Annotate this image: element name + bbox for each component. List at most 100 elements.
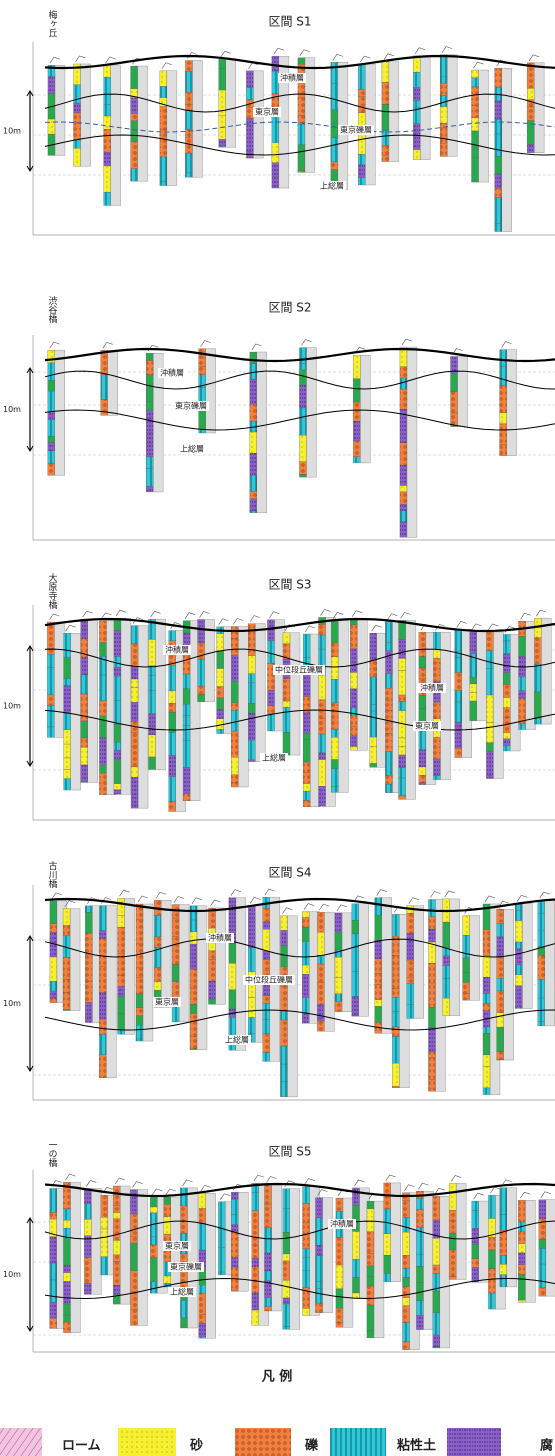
borehole-log — [477, 632, 487, 721]
borehole-segment — [81, 658, 88, 675]
borehole-segment — [433, 1265, 440, 1273]
borehole-segment — [64, 658, 71, 679]
borehole-segment — [495, 198, 502, 224]
borehole-segment — [416, 1210, 423, 1228]
borehole-segment — [500, 367, 507, 386]
borehole-segment — [146, 444, 153, 457]
borehole-log — [137, 1190, 147, 1326]
borehole-segment — [382, 82, 389, 104]
borehole-segment — [403, 1217, 410, 1232]
swatch-clay — [330, 1428, 386, 1456]
borehole-segment — [250, 511, 257, 513]
borehole-segment — [440, 123, 447, 143]
borehole-segment — [169, 777, 176, 802]
borehole-segment — [183, 716, 190, 726]
borehole-segment — [336, 1198, 343, 1211]
borehole-segment — [185, 172, 192, 177]
borehole-segment — [443, 966, 450, 978]
borehole-marker — [233, 619, 243, 625]
cross-sections: 区間 S1梅ヶ丘10m沖積層東京層東京礫層上総層区間 S2渋谷橋10m沖積層東京… — [0, 0, 555, 1456]
borehole-segment — [150, 1207, 157, 1213]
borehole-segment — [47, 695, 54, 706]
borehole-segment — [150, 1197, 157, 1207]
borehole-segment — [180, 1300, 187, 1317]
borehole-segment — [190, 969, 197, 988]
borehole-segment — [185, 129, 192, 137]
borehole-segment — [503, 673, 510, 685]
borehole-segment — [283, 1280, 290, 1298]
borehole-segment — [280, 1020, 287, 1046]
borehole-segment — [303, 739, 310, 762]
borehole-segment — [399, 768, 406, 778]
borehole-segment — [85, 912, 92, 933]
borehole-segment — [385, 674, 392, 688]
borehole-segment — [443, 998, 450, 1016]
borehole-segment — [231, 775, 238, 783]
borehole-segment — [99, 993, 106, 1020]
borehole-segment — [370, 711, 377, 737]
swatch-loam — [0, 1428, 42, 1456]
borehole-segment — [199, 1323, 206, 1337]
borehole-segment — [336, 1265, 343, 1289]
borehole-segment — [483, 1088, 490, 1095]
borehole-segment — [483, 1066, 490, 1088]
borehole-segment — [264, 1184, 271, 1204]
borehole-segment — [407, 984, 414, 1004]
borehole-segment — [283, 679, 290, 702]
borehole-segment — [299, 348, 306, 364]
borehole-segment — [81, 629, 88, 639]
borehole-segment — [353, 457, 360, 463]
borehole-segment — [315, 1281, 322, 1288]
borehole-log — [143, 904, 153, 1041]
borehole-segment — [440, 143, 447, 156]
borehole-segment — [367, 1286, 374, 1305]
borehole-segment — [419, 695, 426, 708]
borehole-segment — [280, 930, 287, 945]
borehole-segment — [413, 72, 420, 87]
borehole-segment — [539, 1239, 546, 1248]
borehole-segment — [303, 1234, 310, 1249]
borehole-segment — [370, 677, 377, 705]
borehole-segment — [74, 140, 81, 149]
borehole-segment — [428, 917, 435, 929]
borehole-segment — [50, 991, 57, 998]
scale-label: 10m — [3, 999, 21, 1008]
borehole-segment — [136, 994, 143, 1008]
borehole-segment — [497, 1027, 504, 1051]
borehole-segment — [299, 435, 306, 461]
borehole-segment — [419, 775, 426, 782]
borehole-segment — [519, 698, 526, 723]
borehole-segment — [350, 672, 357, 688]
borehole-segment — [352, 1293, 359, 1298]
borehole-segment — [199, 1285, 206, 1293]
borehole-marker — [250, 897, 260, 903]
borehole-segment — [317, 1005, 324, 1022]
station-name: 古川橋 — [47, 860, 58, 889]
borehole-segment — [315, 1288, 322, 1303]
borehole-log — [81, 64, 91, 166]
borehole-segment — [353, 402, 360, 421]
legend: 凡 例 ローム 砂 礫 粘性土 腐 — [0, 1369, 553, 1456]
station-name: 渋谷橋 — [47, 295, 58, 324]
borehole-segment — [375, 1006, 382, 1022]
borehole-segment — [84, 1257, 91, 1283]
legend-item: 粘性土 — [396, 1438, 436, 1454]
borehole-segment — [47, 654, 54, 667]
borehole-segment — [199, 1223, 206, 1250]
borehole-segment — [131, 688, 138, 703]
borehole-segment — [81, 721, 88, 738]
borehole-log — [382, 898, 392, 1034]
borehole-segment — [470, 684, 477, 693]
borehole-segment — [518, 1274, 525, 1300]
borehole-segment — [472, 1267, 479, 1282]
borehole-segment — [497, 937, 504, 958]
borehole-marker — [405, 1185, 415, 1191]
borehole-segment — [280, 916, 287, 931]
borehole-segment — [400, 409, 407, 434]
borehole-segment — [449, 1210, 456, 1221]
borehole-segment — [263, 1003, 270, 1020]
borehole-log — [106, 906, 116, 1078]
borehole-segment — [154, 982, 161, 991]
borehole-segment — [472, 106, 479, 118]
borehole-log — [125, 898, 135, 1034]
